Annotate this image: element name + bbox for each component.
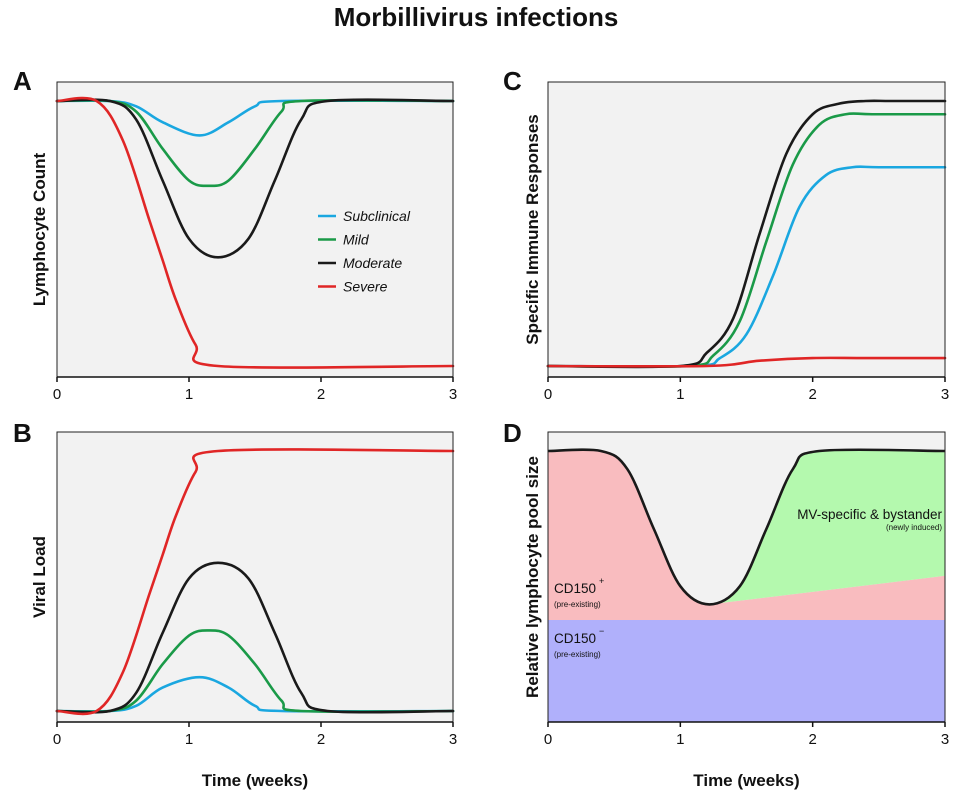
pool-size-outline <box>547 448 946 606</box>
x-tick-label: 2 <box>317 731 325 748</box>
legend-label-subclinical: Subclinical <box>343 208 411 224</box>
x-tick-label: 0 <box>53 731 61 748</box>
series-line-severe <box>546 356 947 368</box>
panel-label: D <box>503 418 522 448</box>
y-axis-label: Lymphocyte Count <box>30 153 49 307</box>
series-line-severe <box>55 448 455 716</box>
series-line-mild <box>55 629 455 714</box>
region-mv-specific <box>709 449 945 605</box>
x-tick-label: 3 <box>941 386 949 403</box>
x-tick-label: 3 <box>941 731 949 748</box>
x-tick-label: 2 <box>317 386 325 403</box>
x-tick-label: 0 <box>544 386 552 403</box>
legend-label-moderate: Moderate <box>343 255 402 271</box>
legend-label-mild: Mild <box>343 232 370 248</box>
x-axis-label: Time (weeks) <box>202 771 308 790</box>
x-tick-label: 0 <box>544 731 552 748</box>
x-tick-label: 3 <box>449 386 457 403</box>
panel-label: C <box>503 66 522 96</box>
y-axis-label: Relative lymphocyte pool size <box>523 456 542 698</box>
region-cd150-plus <box>548 449 945 620</box>
series-line-moderate <box>546 99 947 369</box>
cd150-minus-label: CD150 <box>554 631 596 646</box>
cd150-minus-sublabel: (pre-existing) <box>554 650 601 659</box>
series-line-mild <box>55 98 455 188</box>
cd150-plus-sup: + <box>599 576 604 586</box>
x-tick-label: 2 <box>808 386 816 403</box>
cd150-plus-label: CD150 <box>554 581 596 596</box>
x-tick-label: 2 <box>808 731 816 748</box>
panel-d: MV-specific & bystander(newly induced) CD… <box>503 418 949 790</box>
region-cd150-minus <box>548 620 945 722</box>
series-line-moderate <box>55 561 455 714</box>
x-tick-label: 1 <box>676 386 684 403</box>
legend-label-severe: Severe <box>343 279 388 295</box>
cd150-plus-sublabel: (pre-existing) <box>554 600 601 609</box>
x-tick-label: 3 <box>449 731 457 748</box>
plot-background <box>57 432 453 722</box>
x-axis-label: Time (weeks) <box>693 771 799 790</box>
x-tick-label: 0 <box>53 386 61 403</box>
plot-background <box>548 82 945 377</box>
y-axis-label: Specific Immune Responses <box>523 114 542 345</box>
cd150-minus-sup: − <box>599 626 604 636</box>
panel-label: B <box>13 418 32 448</box>
panel-a: 0 1 2 3 A Lymphocyte Count Subclinical Mild Mode… <box>13 66 457 403</box>
x-tick-label: 1 <box>185 731 193 748</box>
panel-b: 0 1 2 3 B Viral Load Time (weeks) <box>13 418 457 790</box>
series-line-moderate <box>55 98 455 259</box>
series-line-severe <box>55 96 455 369</box>
y-axis-label: Viral Load <box>30 536 49 618</box>
x-tick-label: 1 <box>676 731 684 748</box>
mv-specific-label: MV-specific & bystander <box>797 507 942 522</box>
mv-specific-sublabel: (newly induced) <box>886 523 942 532</box>
x-tick-label: 1 <box>185 386 193 403</box>
panel-label: A <box>13 66 32 96</box>
figure-title: Morbillivirus infections <box>334 2 619 32</box>
